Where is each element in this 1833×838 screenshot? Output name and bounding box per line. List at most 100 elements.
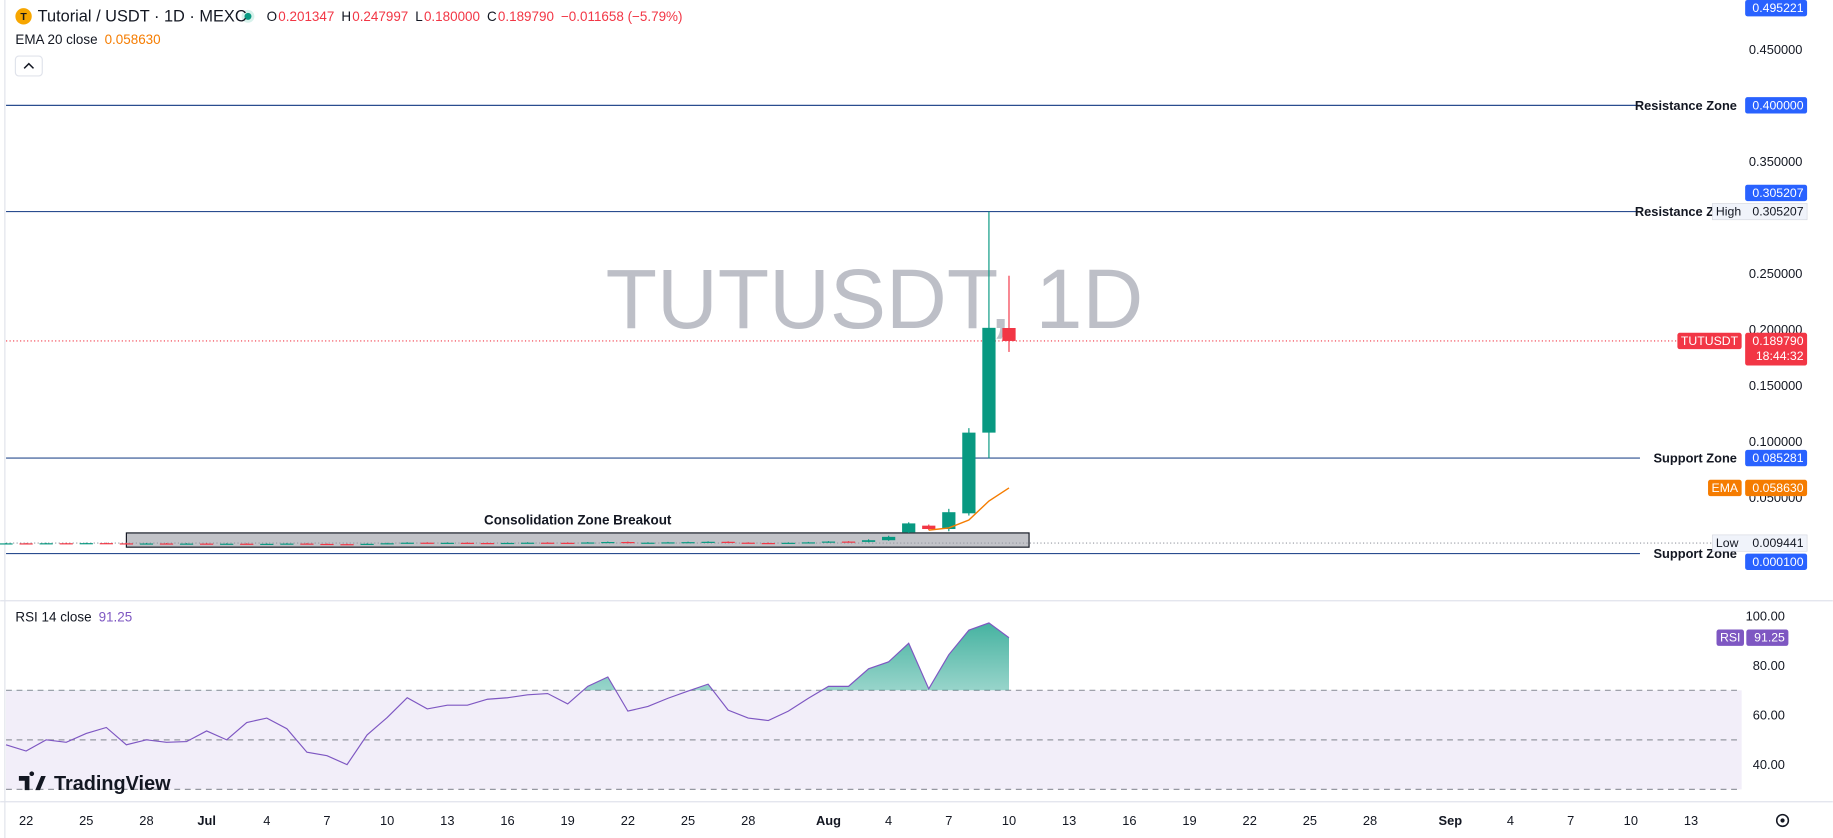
price-tag-box	[1745, 0, 1808, 17]
ema-legend-name: EMA 20 close	[15, 32, 97, 47]
collapse-button[interactable]	[14, 55, 43, 77]
x-tick-label: Aug	[816, 813, 841, 828]
candle-body	[581, 542, 595, 544]
ohlc-key: H	[341, 9, 351, 24]
x-tick-label: 16	[500, 813, 514, 828]
level-label: Resistance Zone	[1635, 98, 1737, 113]
price-tag-box	[1745, 479, 1808, 497]
candle-body	[661, 542, 675, 544]
candle-body	[601, 542, 615, 544]
candle-body	[220, 543, 234, 545]
symbol-icon-letter: T	[20, 11, 27, 23]
rsi-legend-name: RSI 14 close	[15, 610, 91, 625]
candle-body	[420, 542, 434, 544]
candle-body	[200, 543, 214, 545]
price-tag-value: 0.000100	[1752, 555, 1803, 569]
candle-body	[59, 543, 73, 545]
candle-body	[962, 432, 976, 514]
candle-body	[179, 543, 194, 545]
price-tag-box	[1745, 332, 1808, 366]
price-tag-value: 0.189790	[1752, 334, 1803, 348]
rsi-tag-box	[1746, 629, 1789, 646]
price-tag-box	[1745, 553, 1808, 570]
candle-body	[641, 542, 655, 544]
candle-body	[460, 542, 475, 544]
price-mark-value: 0.009441	[1752, 536, 1803, 550]
x-tick-label: 4	[263, 813, 270, 828]
rsi-overbought-fill	[583, 622, 1009, 691]
x-tick-label: 22	[621, 813, 635, 828]
rsi-tick-label: 80.00	[1753, 658, 1785, 673]
rsi-tag-name-box	[1716, 629, 1744, 646]
candle-body	[741, 542, 755, 544]
price-mark-value: 0.305207	[1752, 205, 1803, 219]
candle-body	[240, 543, 254, 545]
candle-body	[39, 543, 53, 545]
candle-body	[982, 327, 996, 433]
x-tick-label: 13	[1684, 813, 1698, 828]
x-tick-label: 22	[1243, 813, 1257, 828]
x-tick-label: 10	[1002, 813, 1016, 828]
candle-body	[761, 543, 775, 545]
y-tick-label: 0.350000	[1749, 154, 1803, 169]
ohlc-key: L	[415, 9, 423, 24]
level-label: Resistance Zone	[1635, 204, 1737, 219]
candle-body	[861, 540, 876, 542]
candle-body	[19, 543, 33, 545]
candle-body	[1002, 328, 1016, 341]
x-tick-label: 7	[945, 813, 952, 828]
candle-body	[681, 542, 695, 544]
candle-body	[360, 543, 374, 545]
x-tick-label: 19	[561, 813, 575, 828]
settings-icon-dot	[1780, 818, 1785, 823]
price-tag-box	[1745, 184, 1808, 202]
x-tick-label: Jul	[197, 813, 216, 828]
candle-body	[721, 541, 735, 543]
x-tick-label: 28	[139, 813, 153, 828]
candle-body	[922, 525, 936, 530]
x-tick-label: 10	[1624, 813, 1638, 828]
x-tick-label: 16	[1122, 813, 1136, 828]
ohlc-value: 0.247997	[352, 9, 408, 24]
ohlc-value: 0.201347	[278, 9, 334, 24]
x-tick-label: 25	[79, 813, 93, 828]
ohlc-value: 0.180000	[424, 9, 480, 24]
ohlc-value: 0.189790	[498, 9, 554, 24]
candle-body	[280, 543, 294, 545]
candle-body	[902, 523, 916, 533]
x-tick-label: 7	[323, 813, 330, 828]
price-tag-name-box	[1677, 332, 1742, 350]
x-tick-label: 25	[681, 813, 695, 828]
ohlc-key: C	[487, 9, 497, 24]
symbol-title: Tutorial / USDT · 1D · MEXC	[38, 7, 247, 25]
ema-legend-value: 0.058630	[105, 32, 161, 47]
candle-body	[520, 542, 535, 544]
rsi-tick-label: 60.00	[1753, 708, 1785, 723]
x-tick-label: 7	[1567, 813, 1574, 828]
brand-name: TradingView	[54, 773, 171, 795]
price-tag-countdown: 18:44:32	[1756, 349, 1804, 363]
rsi-line	[5, 622, 1010, 766]
settings-button[interactable]	[1775, 813, 1790, 828]
candle-body	[541, 542, 555, 544]
candle-body	[440, 542, 454, 544]
collapse-icon	[23, 62, 35, 69]
price-mark-name: High	[1716, 205, 1741, 219]
y-tick-label: 0.100000	[1749, 434, 1803, 449]
x-tick-label: 13	[440, 813, 454, 828]
rsi-tick-label: 40.00	[1753, 757, 1785, 772]
candle-body	[480, 543, 495, 545]
price-tag-value: 0.495221	[1752, 1, 1803, 15]
candle-body	[781, 542, 795, 544]
x-tick-label: 10	[380, 813, 394, 828]
candle-body	[801, 542, 816, 544]
price-tag-name-box	[1708, 479, 1742, 497]
price-tag-name: EMA	[1712, 481, 1739, 495]
candle-body	[0, 543, 13, 545]
price-tag-value: 0.400000	[1752, 98, 1803, 112]
candle-body	[621, 542, 635, 544]
y-tick-label: 0.450000	[1749, 42, 1803, 57]
candle-body	[300, 543, 314, 545]
